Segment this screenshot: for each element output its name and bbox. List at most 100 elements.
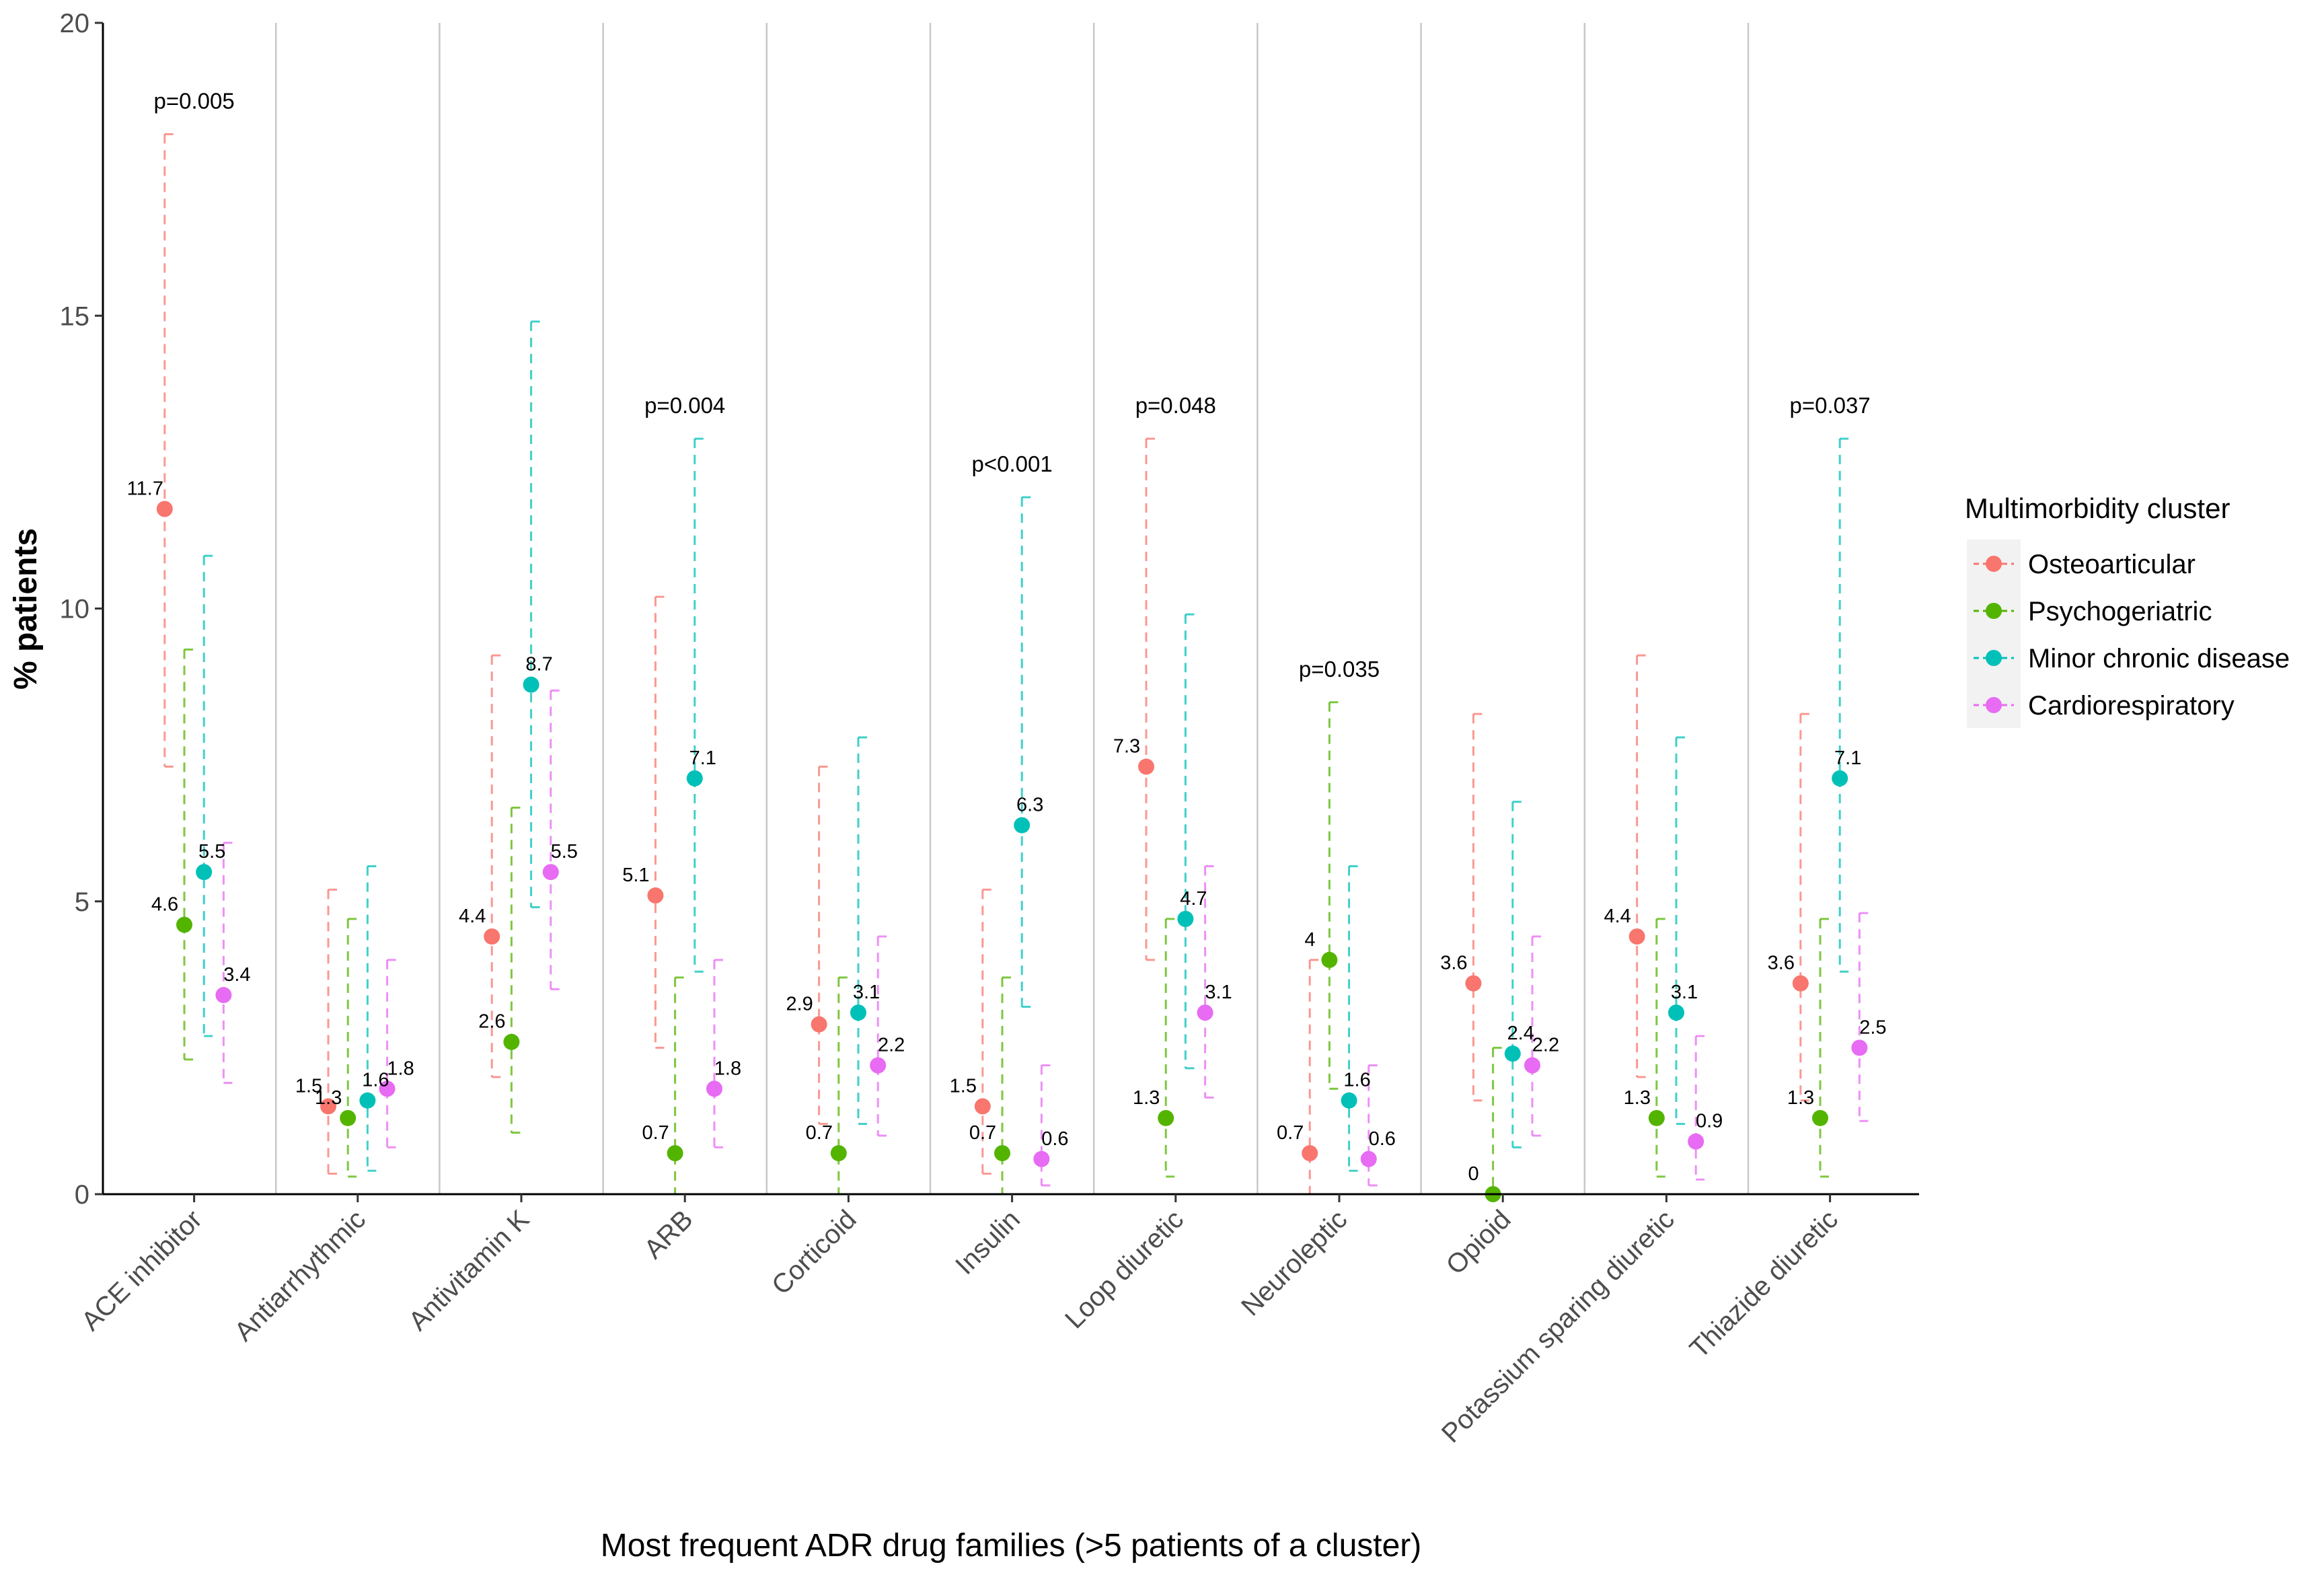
data-point — [706, 1080, 722, 1097]
data-point — [1851, 1039, 1868, 1056]
data-point — [1812, 1109, 1829, 1126]
data-point — [1158, 1109, 1174, 1126]
data-label: 5.5 — [551, 841, 578, 863]
data-label: 0.9 — [1696, 1111, 1723, 1132]
data-point — [974, 1098, 991, 1115]
data-label: 1.5 — [950, 1075, 977, 1097]
data-point — [379, 1080, 396, 1097]
p-value-label: p=0.048 — [1135, 393, 1216, 418]
data-point — [1667, 1004, 1684, 1021]
p-value-labels: p=0.005 p=0.004 p<0.001 p=0.048 p=0.035 p=0.0… — [153, 89, 1870, 682]
x-tick-label: Neuroleptic — [1236, 1204, 1353, 1321]
data-label: 3.1 — [1205, 982, 1232, 1003]
data-label: 1.3 — [1624, 1087, 1651, 1109]
legend-label: Minor chronic disease — [2028, 644, 2290, 673]
p-value-label: p<0.001 — [971, 451, 1052, 476]
x-ticks: ACE inhibitor Antiarrhythmic Antivitamin K… — [76, 1194, 1844, 1448]
data-point — [1033, 1150, 1050, 1167]
data-label: 2.5 — [1859, 1017, 1886, 1038]
data-point — [1321, 951, 1338, 968]
data-label: 0.7 — [806, 1122, 833, 1144]
data-point — [523, 676, 539, 693]
data-label: 3.4 — [223, 964, 250, 986]
x-tick-label: Antivitamin K — [403, 1204, 535, 1336]
data-label: 0.7 — [969, 1122, 996, 1144]
data-label: 3.1 — [853, 982, 880, 1003]
data-point — [215, 987, 232, 1004]
x-tick-label: Insulin — [950, 1204, 1026, 1280]
data-label: 4.6 — [151, 894, 178, 916]
error-bars — [163, 133, 1869, 1196]
data-point — [156, 501, 173, 517]
data-label: 0.7 — [642, 1122, 669, 1144]
data-label: 7.1 — [689, 747, 716, 769]
data-label: 4.4 — [459, 906, 486, 927]
data-point — [811, 1016, 827, 1033]
data-label: 0.6 — [1369, 1128, 1396, 1150]
data-label: 7.1 — [1834, 747, 1861, 769]
p-value-label: p=0.035 — [1299, 657, 1380, 682]
data-label: 1.8 — [387, 1058, 414, 1079]
data-label: 6.3 — [1016, 795, 1043, 816]
p-value-label: p=0.037 — [1789, 393, 1870, 418]
data-point — [1360, 1150, 1377, 1167]
data-point — [686, 770, 703, 786]
data-label: 3.6 — [1768, 953, 1795, 974]
data-label: 2.2 — [878, 1034, 905, 1056]
x-tick-label: Opioid — [1441, 1204, 1517, 1280]
data-label: 2.2 — [1532, 1034, 1559, 1056]
data-label: 4 — [1304, 929, 1315, 951]
data-point — [1014, 817, 1030, 834]
data-point — [1832, 770, 1848, 786]
data-point — [542, 864, 559, 881]
y-tick-label: 20 — [60, 9, 90, 38]
x-axis-title: Most frequent ADR drug families (>5 pati… — [601, 1528, 1422, 1564]
y-axis-title: % patients — [8, 528, 44, 690]
data-label: 5.1 — [622, 865, 649, 886]
y-tick-label: 15 — [60, 301, 90, 331]
data-label: 5.5 — [198, 841, 225, 863]
data-point — [320, 1098, 337, 1115]
data-point — [1177, 910, 1194, 927]
legend-key-point — [1986, 556, 2002, 572]
data-point — [484, 928, 500, 945]
data-point — [1792, 975, 1809, 992]
data-point — [850, 1004, 866, 1021]
data-label: 3.1 — [1671, 982, 1698, 1003]
data-label: 2.9 — [786, 994, 813, 1015]
data-point — [1197, 1004, 1213, 1021]
data-point — [503, 1033, 520, 1050]
data-labels: 11.7 1.5 4.4 5.1 2.9 1.5 7.3 0.7 3.6 4.4 3.6 4.6 1.3… — [127, 478, 1887, 1185]
x-tick-label: ACE inhibitor — [76, 1204, 208, 1336]
data-point — [647, 887, 664, 904]
data-point — [1341, 1092, 1357, 1109]
p-value-label: p=0.004 — [644, 393, 725, 418]
data-label: 4.4 — [1604, 906, 1630, 927]
data-label: 1.3 — [1133, 1087, 1160, 1109]
data-label: 8.7 — [525, 654, 552, 675]
data-label: 1.3 — [315, 1087, 342, 1109]
data-label: 1.6 — [362, 1070, 389, 1091]
data-point — [1628, 928, 1645, 945]
data-point — [830, 1145, 847, 1162]
legend-key-point — [1986, 603, 2002, 619]
data-label: 3.6 — [1440, 953, 1467, 974]
data-label: 1.5 — [295, 1075, 322, 1097]
data-label: 11.7 — [127, 478, 163, 500]
data-label: 4.7 — [1180, 888, 1207, 910]
y-tick-label: 10 — [60, 595, 90, 624]
data-label: 1.6 — [1343, 1070, 1370, 1091]
data-point — [1138, 758, 1155, 775]
legend-label: Osteoarticular — [2028, 550, 2196, 579]
data-label: 2.4 — [1507, 1023, 1534, 1044]
x-tick-label: Loop diuretic — [1059, 1204, 1189, 1334]
data-point — [667, 1145, 683, 1162]
data-point — [1504, 1046, 1521, 1062]
legend-label: Psychogeriatric — [2028, 597, 2212, 626]
legend-key-point — [1986, 697, 2002, 713]
legend-label: Cardiorespiratory — [2028, 691, 2235, 721]
data-label: 0 — [1468, 1163, 1479, 1185]
data-point — [1465, 975, 1482, 992]
data-point — [870, 1057, 887, 1074]
